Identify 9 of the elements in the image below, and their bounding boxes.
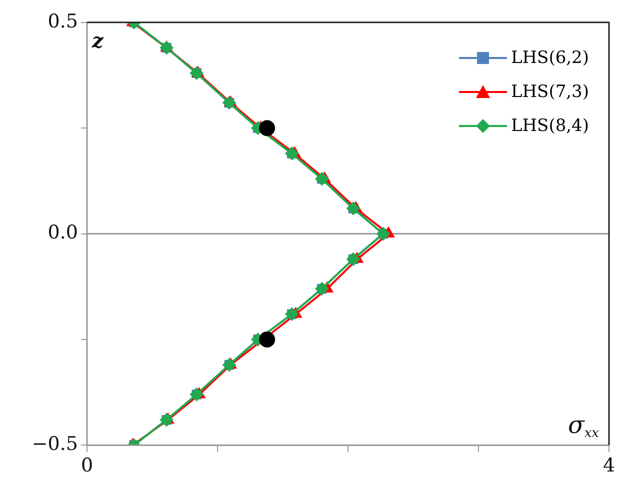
legend-label: LHS(8,4) xyxy=(510,116,589,136)
y-axis-title: z xyxy=(91,28,104,53)
y-tick-label: 0.5 xyxy=(48,10,78,32)
y-tick-label: 0.0 xyxy=(48,222,78,244)
legend-label: LHS(6,2) xyxy=(510,48,589,68)
x-tick-label: 0 xyxy=(80,454,94,477)
x-tick-label: 4 xyxy=(602,454,616,477)
legend-label: LHS(7,3) xyxy=(510,82,589,102)
y-tick-label: −0.5 xyxy=(32,433,78,456)
